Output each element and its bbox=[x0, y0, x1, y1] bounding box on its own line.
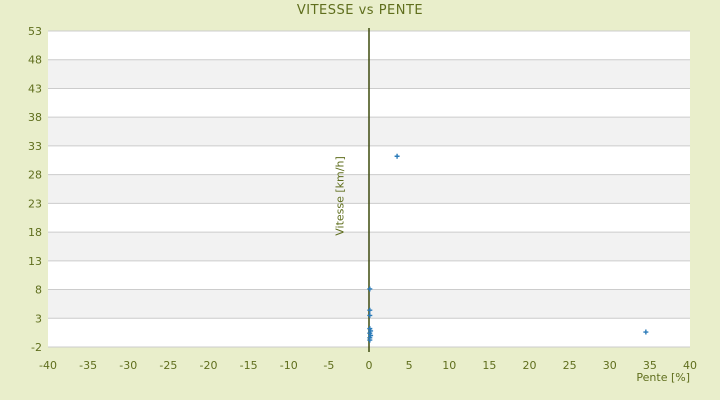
data-point-marker bbox=[367, 286, 373, 292]
x-tick-label: -25 bbox=[159, 359, 177, 372]
data-point-marker bbox=[394, 153, 400, 159]
x-tick-label: 0 bbox=[366, 359, 373, 372]
y-tick-label: 48 bbox=[28, 54, 42, 67]
x-tick-label: 15 bbox=[482, 359, 496, 372]
y-axis-title: Vitesse [km/h] bbox=[333, 156, 347, 236]
y-tick-label: 53 bbox=[28, 25, 42, 38]
x-tick-label: -15 bbox=[240, 359, 258, 372]
x-tick-label: -5 bbox=[323, 359, 334, 372]
y-tick-label: 28 bbox=[28, 169, 42, 182]
y-tick-label: 18 bbox=[28, 226, 42, 239]
data-point-marker bbox=[643, 329, 649, 335]
x-tick-label: -40 bbox=[39, 359, 57, 372]
y-tick-label: 3 bbox=[35, 312, 42, 325]
x-tick-label: -20 bbox=[200, 359, 218, 372]
y-tick-label: 13 bbox=[28, 255, 42, 268]
data-point-marker bbox=[367, 337, 373, 343]
data-point-marker bbox=[367, 307, 373, 313]
y-tick-label: 43 bbox=[28, 82, 42, 95]
x-tick-label: 5 bbox=[406, 359, 413, 372]
data-point-marker bbox=[367, 312, 373, 318]
y-tick-label: -2 bbox=[31, 341, 42, 354]
y-tick-label: 38 bbox=[28, 111, 42, 124]
y-tick-label: 23 bbox=[28, 197, 42, 210]
x-tick-label: 30 bbox=[603, 359, 617, 372]
x-tick-label: 25 bbox=[563, 359, 577, 372]
x-tick-label: -30 bbox=[119, 359, 137, 372]
x-tick-label: 40 bbox=[683, 359, 697, 372]
y-tick-label: 33 bbox=[28, 140, 42, 153]
chart-title: VITESSE vs PENTE bbox=[296, 3, 424, 18]
y-tick-label: 8 bbox=[35, 284, 42, 297]
x-tick-label: -10 bbox=[280, 359, 298, 372]
x-tick-label: -35 bbox=[79, 359, 97, 372]
x-tick-label: 10 bbox=[442, 359, 456, 372]
x-tick-label: 35 bbox=[643, 359, 657, 372]
x-tick-label: 20 bbox=[523, 359, 537, 372]
x-axis-title: Pente [%] bbox=[636, 371, 690, 384]
